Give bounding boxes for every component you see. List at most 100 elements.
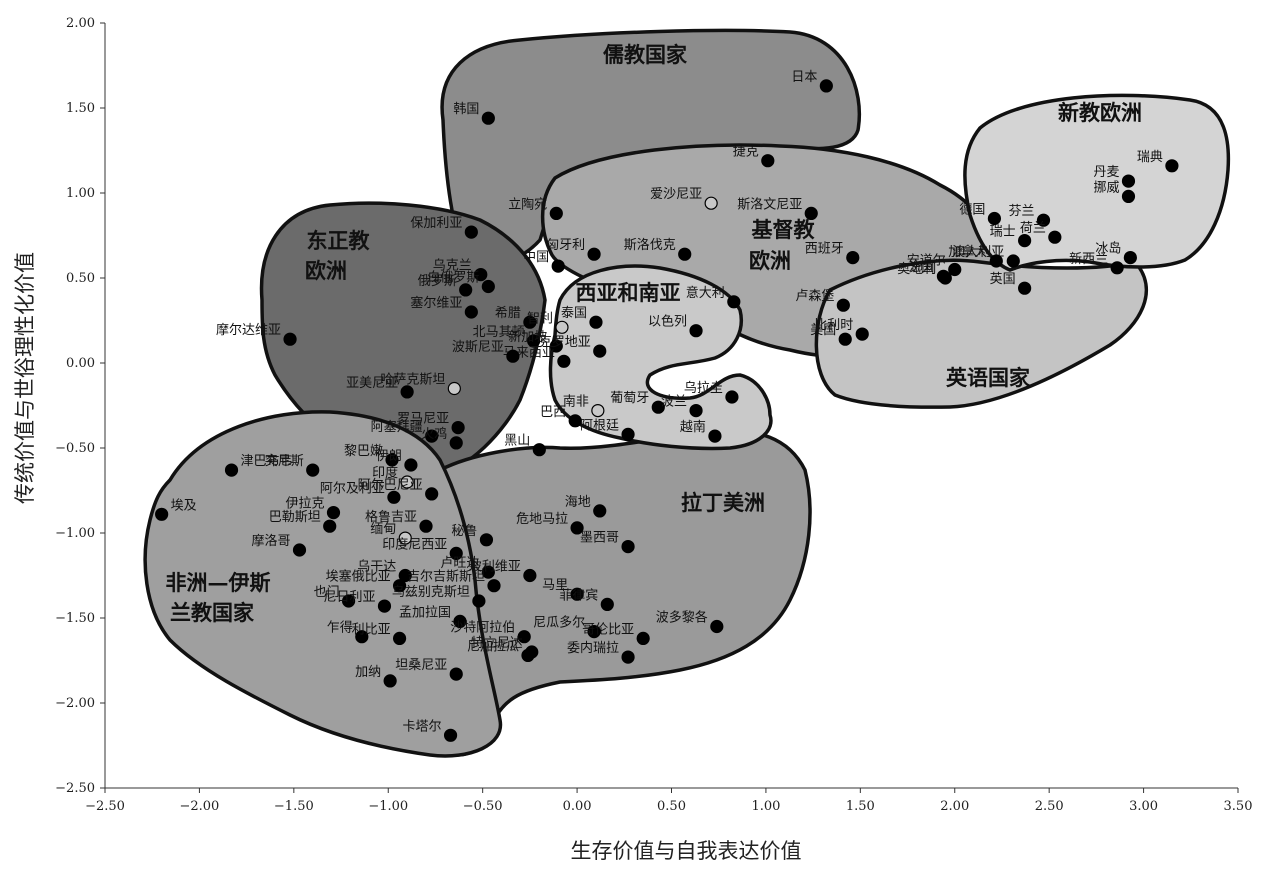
data-point-label: 匈牙利 [546,238,585,253]
x-tick-label: −0.50 [463,799,503,814]
x-tick-label: −1.00 [368,799,408,814]
data-point [1123,251,1137,265]
region-label: 欧洲 [305,258,347,283]
data-point-label: 黑山 [504,434,530,449]
data-point [425,429,439,443]
data-point [404,458,418,472]
y-tick-label: −1.00 [55,526,95,541]
region-8-blob [143,410,503,758]
data-point [517,630,531,644]
data-point-label: 爱沙尼亚 [650,187,702,202]
data-point-label: 乌兹别克斯坦 [392,584,470,600]
data-point-label: 菲律宾 [559,587,598,603]
data-point [846,251,860,265]
region-label: 兰教国家 [170,600,255,625]
data-point-label: 安道尔 [907,254,946,269]
data-point-label: 火鸡 [421,426,447,442]
data-point-label: 新加坡 [508,329,547,345]
data-point [419,519,433,533]
data-point [481,279,495,294]
data-point [481,111,495,125]
y-tick-label: −2.50 [55,781,95,796]
data-point-label: 伊拉克 [285,497,324,512]
data-point [377,599,392,613]
data-point [1036,213,1051,227]
x-tick-label: 3.50 [1224,799,1253,814]
data-point-label: 津巴布韦 [241,454,293,469]
data-point-label: 孟加拉国 [399,605,451,620]
y-tick-label: 0.00 [66,356,95,371]
y-tick-label: −2.00 [55,696,95,711]
data-point [621,427,635,441]
data-point [525,645,539,659]
data-point [459,283,473,297]
data-point [392,631,407,646]
data-point-label: 印度尼西亚 [382,536,447,552]
data-point [1110,261,1124,275]
data-point-label: 乍得 [327,620,353,636]
data-point [936,269,951,283]
data-point-label: 泰国 [561,306,587,321]
x-axis-title: 生存价值与自我表达价值 [571,839,802,863]
data-point-label: 埃塞俄比亚 [326,569,391,585]
data-point-label: 罗马尼亚 [397,412,449,427]
data-point-label: 加纳 [355,665,381,680]
data-point [710,619,724,634]
data-point-label: 捷克 [733,145,759,160]
data-point [523,568,537,583]
data-point-label: 俄罗斯 [418,274,457,289]
data-point [557,354,571,368]
data-point-label: 黎巴嫩 [344,444,383,459]
data-point [727,295,741,309]
data-point [527,334,541,348]
data-point [1121,189,1136,203]
data-point-label: 中国 [523,250,549,265]
data-point-label: 突尼斯 [265,453,304,469]
data-point-label: 尼日利亚 [323,590,375,605]
data-point [804,206,818,220]
data-point [636,631,650,646]
data-point [689,404,703,418]
region-label: 新教欧洲 [1058,100,1142,125]
y-tick-label: 1.00 [66,186,95,201]
data-point [326,505,341,520]
data-point-label: 韩国 [453,102,479,117]
data-point [464,305,478,319]
data-point [425,487,439,501]
data-point-label: 秘鲁 [451,524,477,539]
data-point-label: 巴西 [540,405,566,420]
data-point [523,315,537,329]
data-point [451,421,465,435]
data-point [532,443,546,457]
data-point-label: 乌拉圭 [684,380,723,396]
region-label: 非洲—伊斯 [166,570,271,595]
data-point [587,624,601,639]
y-tick-label: 0.50 [66,271,95,286]
data-point [400,475,414,489]
data-point [449,546,463,561]
data-point [392,579,407,593]
data-point-label: 摩洛哥 [251,533,290,549]
data-point [570,521,584,535]
region-label: 西亚和南亚 [576,280,681,305]
data-point [155,507,169,521]
data-point [838,332,852,346]
data-point-label: 白俄罗斯 [427,270,479,286]
data-point [989,254,1003,268]
data-point [447,381,461,396]
data-point [589,315,603,329]
data-point-label: 卢旺达 [440,555,479,571]
data-point [323,519,337,533]
data-point [651,400,665,414]
data-point-label: 芬兰 [1008,204,1034,219]
data-point [621,650,635,664]
axes-layer: −2.50 −2.00 −1.50 −1.00 −0.50 0.00 0.50 1.00 1.5… [55,16,1252,814]
region-label: 欧洲 [749,248,791,273]
data-point-label: 智利 [527,311,553,326]
region-label: 儒教国家 [603,42,688,67]
data-point [593,344,607,358]
data-point-label: 哥伦比亚 [582,622,634,637]
data-point [306,463,320,477]
